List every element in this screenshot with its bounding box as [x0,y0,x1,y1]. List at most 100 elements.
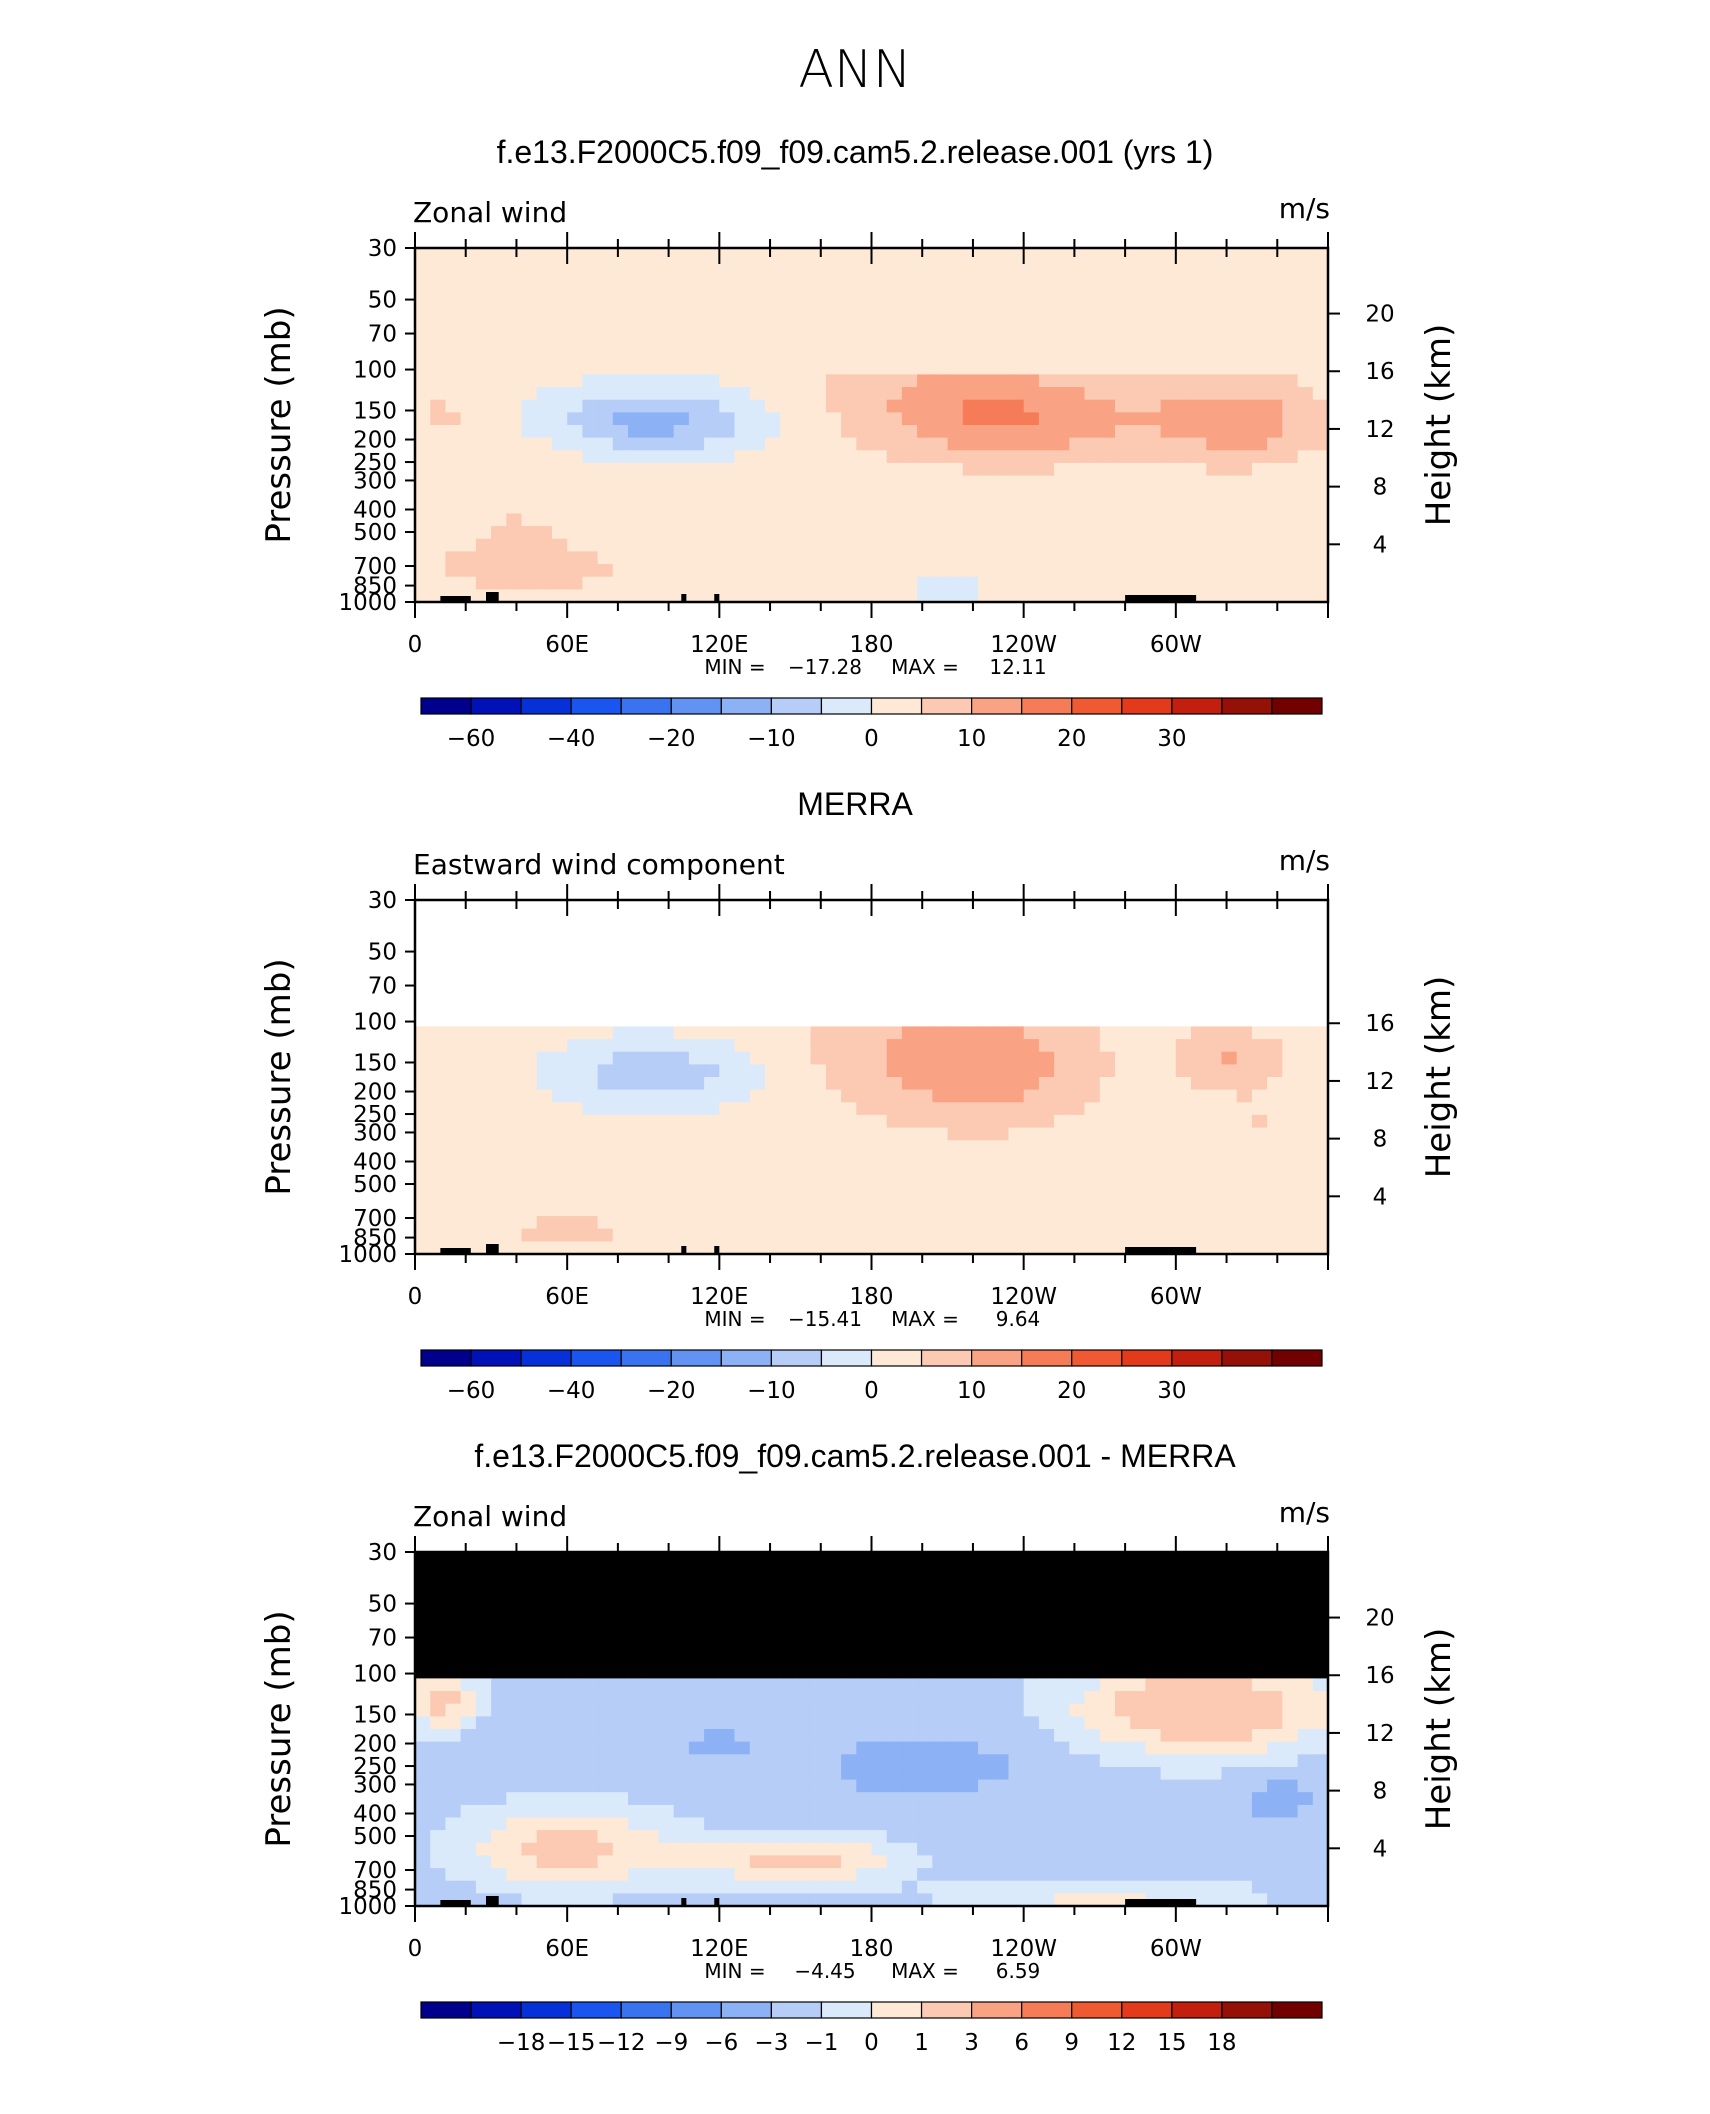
colorbar-swatch [1222,1350,1272,1366]
colorbar-swatch [421,2002,471,2018]
colorbar-swatch [1022,698,1072,714]
colorbar-swatch [671,698,721,714]
colorbar-swatch [771,2002,821,2018]
colorbar-label: −9 [654,2030,688,2056]
y-right-tick-label: 20 [1365,1606,1394,1632]
colorbar-swatch [1022,1350,1072,1366]
colorbar-swatch [1272,1350,1322,1366]
colorbar-label: −10 [747,1378,796,1404]
colorbar-swatch [1172,1350,1222,1366]
min-label: MIN = [704,655,765,679]
y-axis-title: Pressure (mb) [259,1610,299,1847]
colorbar-label: −12 [597,2030,646,2056]
colorbar-swatch [671,1350,721,1366]
colorbar-label: 12 [1107,2030,1136,2056]
colorbar-label: −6 [704,2030,738,2056]
colorbar-label: −40 [547,726,596,752]
colorbar-swatch [922,698,972,714]
colorbar-swatch [571,1350,621,1366]
colorbar-label: 0 [864,2030,879,2056]
min-label: MIN = [704,1307,765,1331]
y-axis-title: Pressure (mb) [259,958,299,1195]
y-right-tick-label: 4 [1373,532,1388,558]
colorbar-swatch [972,2002,1022,2018]
colorbar-swatch [521,2002,571,2018]
y-tick-label: 300 [353,1120,397,1146]
max-label: MAX = [891,1307,959,1331]
colorbar-swatch [821,2002,871,2018]
colorbar-swatch [621,2002,671,2018]
colorbar-swatch [421,1350,471,1366]
colorbar-swatch [872,698,922,714]
colorbar-swatch [721,1350,771,1366]
colorbar-swatch [471,698,521,714]
y-right-tick-label: 4 [1373,1836,1388,1862]
y-tick-label: 1000 [338,1242,397,1268]
y-tick-label: 100 [353,358,397,384]
max-value: 6.59 [996,1959,1041,1983]
y-tick-label: 1000 [338,1894,397,1920]
y-right-axis-title: Height (km) [1419,1628,1459,1831]
colorbar-label: 30 [1157,726,1186,752]
y-right-tick-label: 20 [1365,302,1394,328]
y-right-axis-title: Height (km) [1419,976,1459,1179]
colorbar-swatch [1172,2002,1222,2018]
x-tick-label: 0 [408,1284,423,1310]
field [415,900,1329,1255]
colorbar [421,1350,1322,1366]
colorbar-label: −15 [547,2030,596,2056]
y-right-axis-title: Height (km) [1419,324,1459,527]
units-label: m/s [1279,844,1330,877]
colorbar-swatch [771,1350,821,1366]
colorbar-swatch [1072,2002,1122,2018]
colorbar-swatch [1272,2002,1322,2018]
colorbar-swatch [821,1350,871,1366]
y-tick-label: 150 [353,1702,397,1728]
y-right-tick-label: 16 [1365,1011,1394,1037]
y-right-tick-label: 12 [1365,1721,1394,1747]
y-tick-label: 50 [368,288,397,314]
colorbar-swatch [872,2002,922,2018]
y-tick-label: 500 [353,1824,397,1850]
colorbar [421,698,1322,714]
x-tick-label: 180 [850,1936,894,1962]
colorbar-swatch [571,2002,621,2018]
units-label: m/s [1279,1496,1330,1529]
colorbar-label: −1 [804,2030,838,2056]
y-tick-label: 30 [368,1540,397,1566]
colorbar-swatch [1022,2002,1072,2018]
max-value: 12.11 [989,655,1046,679]
y-right-tick-label: 16 [1365,1663,1394,1689]
y-right-tick-label: 16 [1365,359,1394,385]
x-tick-label: 60W [1150,632,1202,658]
colorbar-label: 18 [1207,2030,1236,2056]
field [415,248,1329,603]
colorbar-label: 1 [914,2030,929,2056]
colorbar-swatch [571,698,621,714]
y-tick-label: 30 [368,236,397,262]
colorbar-swatch [972,1350,1022,1366]
colorbar-label: 20 [1057,1378,1086,1404]
colorbar-label: 20 [1057,726,1086,752]
colorbar-label: 15 [1157,2030,1186,2056]
colorbar [421,2002,1322,2018]
y-tick-label: 1000 [338,590,397,616]
y-axis-title: Pressure (mb) [259,306,299,543]
colorbar-label: −40 [547,1378,596,1404]
colorbar-label: −3 [754,2030,788,2056]
colorbar-label: 6 [1014,2030,1029,2056]
y-right-tick-label: 8 [1373,1127,1388,1153]
colorbar-swatch [1122,2002,1172,2018]
min-label: MIN = [704,1959,765,1983]
colorbar-swatch [1122,698,1172,714]
variable-label: Eastward wind component [413,848,785,881]
y-tick-label: 70 [368,322,397,348]
colorbar-label: −20 [647,726,696,752]
topography-block [486,592,499,602]
panel-3-title: f.e13.F2000C5.f09_f09.cam5.2.release.001… [0,1438,1710,1475]
x-tick-label: 0 [408,632,423,658]
x-tick-label: 60W [1150,1936,1202,1962]
colorbar-label: −60 [447,1378,496,1404]
colorbar-swatch [771,698,821,714]
